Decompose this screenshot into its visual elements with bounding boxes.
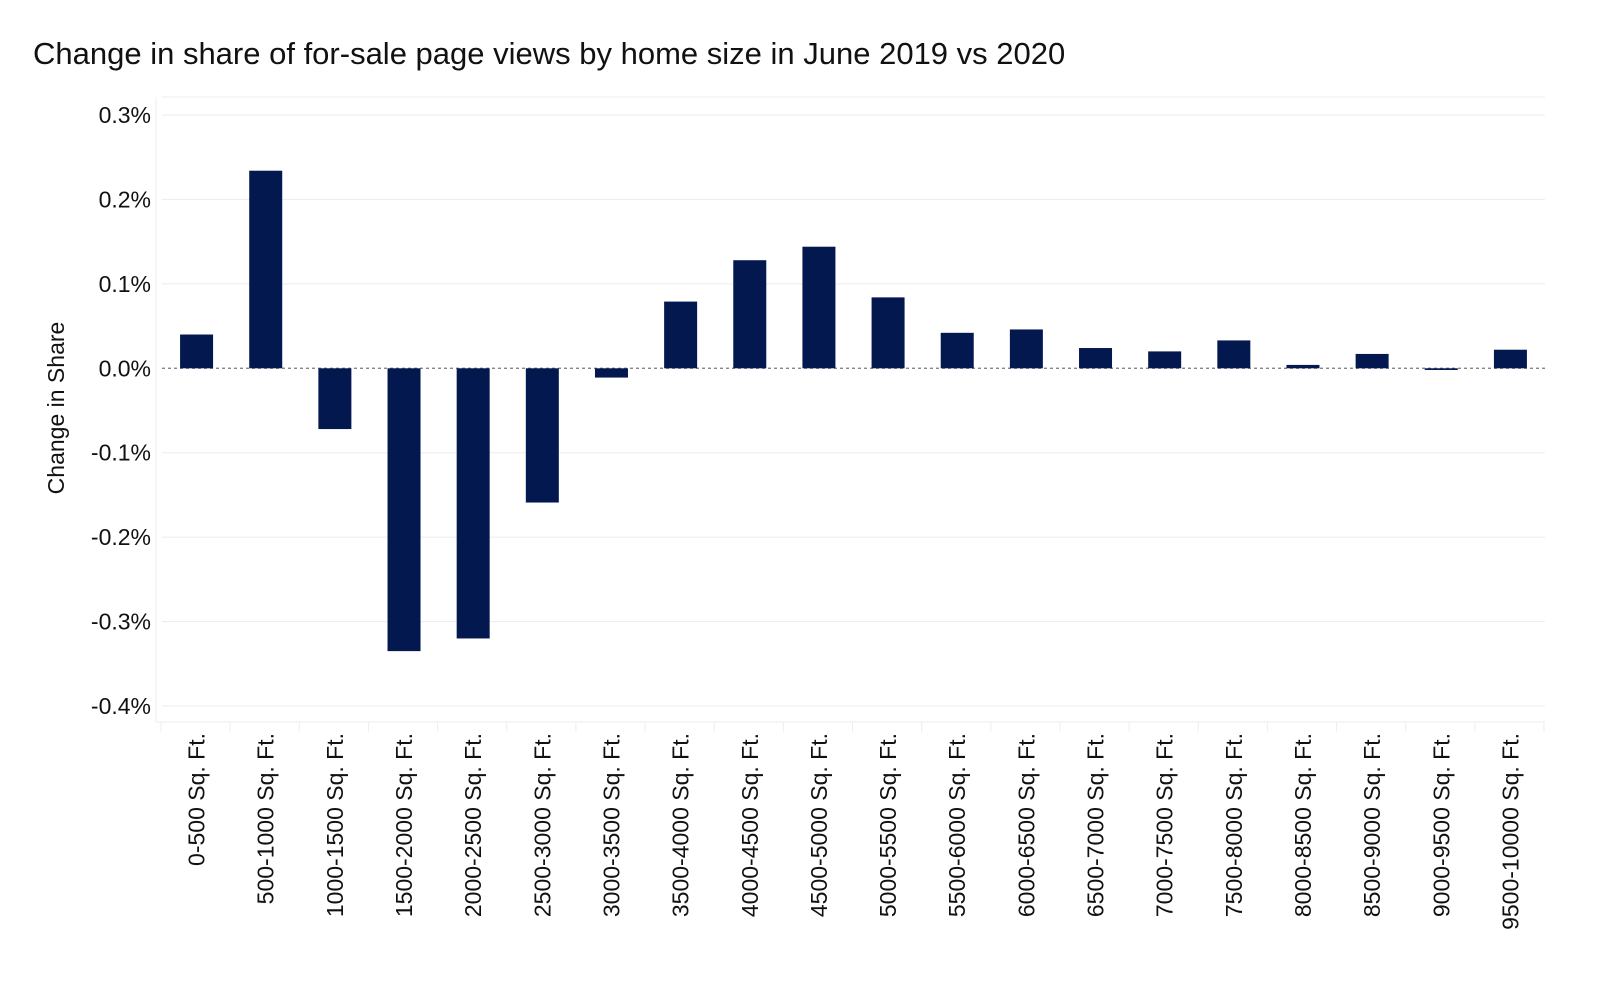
x-tick-label: 500-1000 Sq. Ft. — [253, 733, 279, 904]
bar — [1424, 368, 1458, 370]
bar — [940, 332, 974, 369]
bar — [871, 297, 905, 369]
bar — [387, 368, 421, 652]
bar — [1217, 340, 1251, 369]
x-tick-label: 7500-8000 Sq. Ft. — [1221, 733, 1247, 917]
bars — [180, 170, 1527, 652]
x-tick-label: 4500-5000 Sq. Ft. — [806, 733, 832, 917]
bar — [318, 368, 352, 430]
y-tick-label: 0.3% — [99, 102, 151, 128]
x-tick-label: 0-500 Sq. Ft. — [184, 733, 210, 866]
x-axis-ticks: 0-500 Sq. Ft. 500-1000 Sq. Ft. 1000-1500 S… — [184, 733, 1524, 930]
y-tick-label: 0.0% — [99, 355, 151, 381]
x-tick-label: 6000-6500 Sq. Ft. — [1013, 733, 1039, 917]
x-tick-label: 3500-4000 Sq. Ft. — [668, 733, 694, 917]
grid-lines — [155, 96, 1545, 732]
bar — [1148, 351, 1182, 369]
y-axis-title: Change in Share — [43, 322, 69, 495]
bar — [456, 368, 490, 639]
x-tick-label: 3000-3500 Sq. Ft. — [598, 733, 624, 917]
x-tick-label: 6500-7000 Sq. Ft. — [1083, 733, 1109, 917]
bar — [802, 246, 836, 369]
x-tick-label: 1500-2000 Sq. Ft. — [391, 733, 417, 917]
x-tick-label: 9500-10000 Sq. Ft. — [1497, 733, 1523, 930]
bar — [249, 170, 283, 369]
x-tick-label: 9000-9500 Sq. Ft. — [1428, 733, 1454, 917]
bar — [1493, 349, 1527, 369]
x-tick-label: 5000-5500 Sq. Ft. — [875, 733, 901, 917]
bar — [1009, 329, 1043, 369]
bar — [1079, 348, 1113, 369]
bar — [1286, 364, 1320, 369]
x-tick-label: 2500-3000 Sq. Ft. — [529, 733, 555, 917]
bar — [733, 260, 767, 369]
x-tick-label: 2000-2500 Sq. Ft. — [460, 733, 486, 917]
y-tick-label: 0.2% — [99, 186, 151, 212]
x-tick-label: 5500-6000 Sq. Ft. — [944, 733, 970, 917]
bar — [525, 368, 559, 503]
chart-title: Change in share of for-sale page views b… — [33, 36, 1066, 71]
bar — [594, 368, 628, 378]
y-tick-label: -0.3% — [91, 609, 151, 635]
x-tick-label: 8500-9000 Sq. Ft. — [1359, 733, 1385, 917]
x-tick-label: 8000-8500 Sq. Ft. — [1290, 733, 1316, 917]
x-tick-label: 4000-4500 Sq. Ft. — [737, 733, 763, 917]
bar — [180, 334, 214, 369]
y-tick-label: -0.1% — [91, 440, 151, 466]
y-tick-label: 0.1% — [99, 271, 151, 297]
bar — [1355, 353, 1389, 369]
y-tick-label: -0.2% — [91, 524, 151, 550]
y-axis-ticks: 0.3% 0.2% 0.1% 0.0% -0.1% -0.2% -0.3% -0.4% — [91, 102, 151, 719]
y-tick-label: -0.4% — [91, 693, 151, 719]
bar — [664, 301, 698, 369]
x-tick-label: 1000-1500 Sq. Ft. — [322, 733, 348, 917]
x-tick-label: 7000-7500 Sq. Ft. — [1152, 733, 1178, 917]
